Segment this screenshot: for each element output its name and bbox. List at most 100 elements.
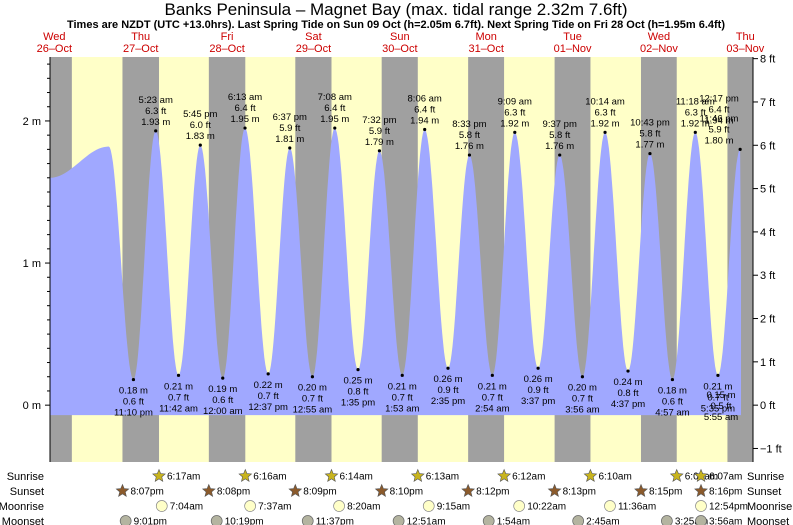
low-tide-text: 0.8 ft — [617, 388, 638, 399]
low-tide-text: 1:35 pm — [341, 398, 375, 409]
low-tide-text: 0.21 m — [164, 381, 193, 392]
high-tide-text: 1.94 m — [410, 115, 439, 126]
moonset-time: 3:56am — [709, 517, 742, 525]
low-tide-text: 12:37 pm — [248, 402, 288, 413]
low-tide-point — [490, 373, 494, 377]
low-tide-text: 0.21 m — [478, 381, 507, 392]
day-date: 28–Oct — [209, 43, 244, 55]
high-tide-text: 5:23 am — [139, 95, 173, 106]
high-tide-text: 5.9 ft — [279, 123, 300, 134]
low-tide-text: 0.15 m — [706, 390, 735, 401]
high-tide-label: 12:17 pm6.4 ft1.94 m — [699, 93, 739, 126]
high-tide-point — [154, 129, 158, 133]
day-date: 01–Nov — [554, 43, 592, 55]
low-tide-text: 2:35 pm — [431, 396, 465, 407]
high-tide-point — [423, 127, 427, 132]
high-tide-point — [648, 152, 652, 156]
moonrise-icon — [244, 500, 256, 512]
low-tide-text: 4:37 pm — [611, 399, 645, 410]
high-tide-text: 7:32 pm — [362, 115, 396, 126]
astro-row-label-right: Moonrise — [747, 501, 792, 513]
y-tick-label-ft: 5 ft — [760, 184, 775, 196]
high-tide-label: 7:32 pm5.9 ft1.79 m — [362, 115, 396, 148]
moonset-icon — [392, 515, 405, 525]
low-tide-text: 12:00 am — [203, 406, 243, 417]
high-tide-label: 11:46 pm5.9 ft1.80 m — [700, 113, 739, 146]
y-tick-label-ft: −1 ft — [760, 443, 782, 455]
sunrise-icon — [497, 468, 512, 482]
sunrise-time: 6:16am — [253, 472, 286, 483]
sunrise-time: 6:10am — [598, 472, 631, 483]
sunrise-time: 6:12am — [512, 472, 545, 483]
y-tick-label-m: 2 m — [23, 116, 41, 128]
astro-table: Sunrise Sunrise Sunset Sunset Moonrise Moonri… — [0, 468, 792, 525]
high-tide-label: 9:37 pm5.8 ft1.76 m — [543, 119, 577, 152]
sunrise-time: 6:13am — [426, 472, 459, 483]
high-tide-point — [513, 130, 517, 134]
y-tick-label-m: 0 m — [23, 400, 41, 412]
sunrise-icon — [152, 468, 166, 482]
moonrise-icon — [333, 500, 345, 512]
day-labels: Wed26–OctThu27–OctFri28–OctSat29–OctSun3… — [37, 31, 765, 55]
low-tide-text: 0.26 m — [433, 374, 462, 385]
high-tide-point — [603, 130, 607, 134]
high-tide-text: 1.77 m — [635, 140, 664, 151]
moonset-icon — [482, 515, 495, 525]
low-tide-text: 0.19 m — [208, 384, 237, 395]
high-tide-text: 8:33 pm — [452, 119, 486, 130]
tide-water — [50, 128, 741, 416]
high-tide-text: 6.4 ft — [414, 104, 435, 115]
low-tide-text: 0.21 m — [388, 381, 417, 392]
low-tide-text: 0.18 m — [658, 386, 687, 397]
high-tide-text: 6:13 am — [228, 92, 262, 103]
moonrise-time: 7:37am — [258, 502, 291, 513]
day-weekday: Sun — [390, 31, 410, 43]
low-tide-point — [310, 375, 315, 379]
y-tick-label-ft: 0 ft — [760, 400, 775, 412]
low-tide-text: 0.6 ft — [212, 395, 233, 406]
high-tide-text: 1.93 m — [141, 117, 170, 128]
high-tide-text: 6:37 pm — [273, 112, 307, 123]
moonrise-icon — [422, 500, 435, 512]
low-tide-text: 0.7 ft — [482, 392, 503, 403]
high-tide-text: 1.76 m — [545, 141, 574, 152]
moonset-icon — [210, 515, 223, 525]
low-tide-point — [266, 372, 270, 376]
high-tide-label: 6:37 pm5.9 ft1.81 m — [273, 112, 307, 145]
low-tide-text: 0.7 ft — [258, 391, 279, 402]
sunrise-icon — [324, 468, 339, 482]
day-weekday: Wed — [43, 31, 65, 43]
day-weekday: Wed — [648, 31, 670, 43]
moonrise-time: 8:20am — [347, 502, 380, 513]
moonset-time: 9:01pm — [134, 517, 167, 525]
astro-row-label-right: Moonset — [747, 516, 789, 525]
low-tide-label: 0.21 m0.7 ft2:54 am — [475, 381, 509, 414]
high-tide-text: 9:09 am — [498, 96, 532, 107]
high-tide-text: 5.8 ft — [459, 130, 480, 141]
high-tide-text: 8:06 am — [408, 93, 442, 104]
high-tide-text: 10:43 pm — [630, 118, 670, 129]
moonset-time: 11:37pm — [316, 517, 354, 525]
chart-subtitle: Times are NZDT (UTC +13.0hrs). Last Spri… — [67, 19, 725, 31]
y-tick-label-m: 1 m — [23, 258, 41, 270]
low-tide-point — [580, 375, 585, 379]
tide-labels: 5:23 am6.3 ft1.93 m5:45 pm6.0 ft1.83 m6:… — [114, 92, 742, 423]
low-tide-text: 5:35 pm — [701, 403, 735, 414]
high-tide-text: 9:37 pm — [543, 119, 577, 130]
day-weekday: Tue — [563, 31, 582, 43]
sunset-time: 8:16pm — [709, 487, 742, 498]
high-tide-label: 10:43 pm5.8 ft1.77 m — [630, 118, 670, 151]
high-tide-text: 6.4 ft — [234, 103, 255, 114]
moonrise-icon — [695, 500, 707, 512]
high-tide-text: 6.3 ft — [504, 107, 525, 118]
moonset-icon — [661, 515, 673, 525]
moonset-time: 1:54am — [497, 517, 530, 525]
moonrise-icon — [513, 500, 526, 512]
high-tide-text: 1.92 m — [500, 118, 529, 129]
sunrise-icon — [694, 468, 708, 482]
y-tick-label-ft: 8 ft — [760, 54, 775, 66]
